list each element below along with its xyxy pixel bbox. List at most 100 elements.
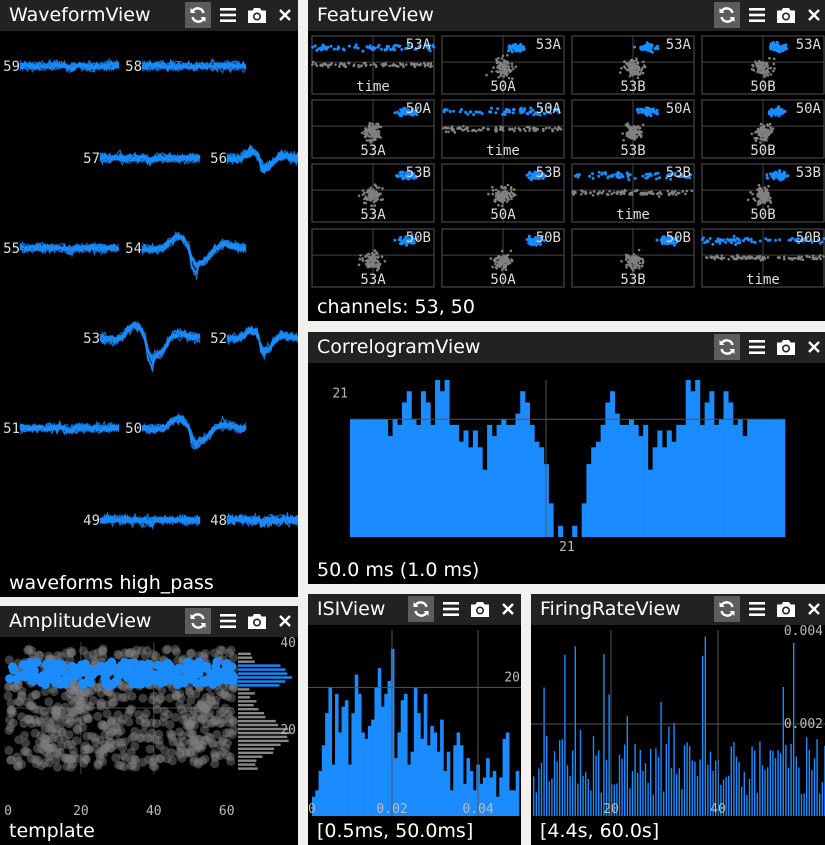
- amplitude-point: [229, 725, 239, 735]
- feature-point: [628, 130, 631, 134]
- feature-point: [770, 130, 774, 133]
- close-button[interactable]: [495, 596, 521, 622]
- feature-point: [371, 257, 374, 260]
- feature-point: [377, 267, 380, 270]
- camera-button[interactable]: [467, 596, 493, 622]
- feature-point: [766, 192, 770, 195]
- firing-rate-bar: [702, 655, 704, 816]
- feature-point: [487, 192, 490, 196]
- amplitude-titlebar[interactable]: AmplitudeView: [0, 606, 298, 637]
- amplitude-point: [114, 760, 123, 770]
- feature-point: [504, 192, 507, 195]
- amplitude-point: [24, 644, 34, 654]
- amplitude-point: [65, 688, 75, 698]
- correlogram-bar: [690, 391, 696, 537]
- menu-button[interactable]: [438, 596, 464, 622]
- feature-point: [637, 259, 640, 263]
- feature-bottom-label: 50B: [750, 143, 775, 159]
- isi-view[interactable]: 20 0 0.02 0.04 ISIView [0.5ms, 50.0ms]: [308, 594, 521, 845]
- close-button[interactable]: [272, 2, 298, 28]
- amplitude-point: [210, 748, 219, 758]
- feature-bottom-label: 53B: [620, 272, 645, 288]
- feature-point-selected: [649, 114, 653, 118]
- waveform-titlebar[interactable]: WaveformView: [0, 0, 298, 31]
- camera-button[interactable]: [244, 608, 270, 634]
- refresh-button[interactable]: [185, 2, 211, 28]
- close-button[interactable]: [801, 2, 825, 28]
- feature-point: [499, 128, 502, 132]
- feature-point: [558, 127, 562, 130]
- feature-point: [625, 266, 628, 269]
- amplitude-point: [130, 755, 140, 765]
- refresh-button[interactable]: [408, 596, 434, 622]
- amplitude-point: [187, 729, 197, 739]
- close-button[interactable]: [801, 334, 825, 360]
- feature-point: [711, 255, 715, 259]
- feature-point: [508, 127, 511, 130]
- amplitude-point: [19, 719, 29, 728]
- isi-titlebar[interactable]: ISIView: [308, 594, 521, 625]
- amplitude-view[interactable]: 0 20 40 60 40 20 AmplitudeView template: [0, 606, 298, 845]
- amplitude-histogram-bar: [238, 688, 250, 691]
- amplitude-point: [186, 738, 195, 748]
- amplitude-point: [124, 648, 134, 658]
- feature-point-selected: [428, 44, 432, 48]
- feature-point: [623, 60, 626, 63]
- waveform-view[interactable]: 59 58 57 56 55 54 53 52 51 50 49 48 WaveformView wa…: [0, 0, 298, 597]
- close-button[interactable]: [272, 608, 298, 634]
- refresh-button[interactable]: [185, 608, 211, 634]
- refresh-button[interactable]: [714, 596, 740, 622]
- feature-point: [532, 126, 535, 130]
- amplitude-point: [124, 717, 134, 727]
- amplitude-point: [198, 708, 208, 717]
- feature-point-selected: [772, 44, 776, 48]
- correlogram-bar: [529, 424, 535, 537]
- feature-grid[interactable]: 53Atime53A50A53A53B53A50B50A53A50Atime50…: [308, 0, 825, 321]
- firing-rate-bar: [603, 654, 605, 816]
- menu-button[interactable]: [744, 2, 770, 28]
- amplitude-point: [113, 728, 123, 738]
- refresh-button[interactable]: [714, 2, 740, 28]
- camera-button[interactable]: [773, 334, 799, 360]
- feature-point: [319, 63, 323, 67]
- feature-point: [377, 264, 381, 268]
- menu-button[interactable]: [215, 608, 241, 634]
- feature-point: [493, 128, 497, 132]
- feature-point: [637, 248, 641, 252]
- camera-button[interactable]: [244, 2, 270, 28]
- feature-point: [379, 198, 383, 202]
- feature-point-selected: [464, 110, 468, 114]
- feature-point: [505, 195, 509, 198]
- refresh-button[interactable]: [714, 334, 740, 360]
- feature-point: [640, 264, 644, 268]
- correlogram-titlebar[interactable]: CorrelogramView: [308, 332, 825, 363]
- feature-view[interactable]: 53A time 53A 50A 53A 53B 53A 50B 50A 53A 50A time 50…: [308, 0, 825, 321]
- menu-button[interactable]: [744, 334, 770, 360]
- amplitude-point: [196, 700, 206, 710]
- correlogram-view[interactable]: 21 21 CorrelogramView 50.0 ms (1.0 ms): [308, 332, 825, 584]
- isi-y-tick: 20: [504, 670, 520, 685]
- menu-button[interactable]: [744, 596, 770, 622]
- feature-point: [361, 259, 365, 262]
- firing-rate-titlebar[interactable]: FiringRateView: [531, 594, 825, 625]
- camera-button[interactable]: [773, 2, 799, 28]
- camera-button[interactable]: [773, 596, 799, 622]
- menu-button[interactable]: [215, 2, 241, 28]
- feature-point: [494, 194, 498, 198]
- refresh-icon: [411, 599, 431, 619]
- feature-corner-label: 50B: [536, 230, 561, 246]
- feature-point: [808, 255, 811, 259]
- feature-point: [636, 76, 640, 80]
- feature-point-selected: [399, 174, 403, 178]
- firing-rate-view[interactable]: 0.004 0.002 20 40 FiringRateView [4.4s, 60.…: [531, 594, 825, 845]
- feature-point-selected: [655, 238, 659, 242]
- amplitude-point: [205, 732, 215, 742]
- close-button[interactable]: [801, 596, 825, 622]
- feature-titlebar[interactable]: FeatureView: [308, 0, 825, 31]
- isi-plot[interactable]: 200 0.02 0.04: [308, 594, 521, 845]
